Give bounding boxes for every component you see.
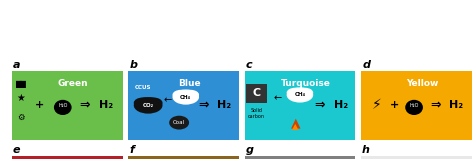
Text: g: g	[246, 145, 254, 155]
FancyBboxPatch shape	[245, 156, 356, 159]
Text: e: e	[13, 145, 20, 155]
Text: ⇒: ⇒	[198, 99, 209, 112]
Text: ⚡: ⚡	[372, 98, 381, 112]
Text: ⚙: ⚙	[17, 113, 25, 122]
FancyBboxPatch shape	[12, 71, 122, 140]
Text: CCUS: CCUS	[134, 85, 151, 90]
Text: ⇒: ⇒	[80, 99, 90, 112]
FancyBboxPatch shape	[245, 71, 356, 140]
Text: H₂: H₂	[218, 100, 232, 110]
Text: h: h	[362, 145, 370, 155]
Text: +: +	[35, 100, 44, 110]
Text: a: a	[13, 60, 20, 70]
Ellipse shape	[287, 88, 304, 98]
Text: ██: ██	[15, 81, 26, 88]
Ellipse shape	[54, 100, 72, 115]
Text: c: c	[246, 60, 252, 70]
Text: Solid
carbon: Solid carbon	[248, 108, 264, 119]
Text: Blue: Blue	[178, 79, 201, 88]
Text: H₂: H₂	[449, 100, 463, 110]
Text: +: +	[390, 100, 399, 110]
Ellipse shape	[134, 97, 163, 114]
Text: ★: ★	[16, 93, 25, 103]
Ellipse shape	[169, 116, 189, 130]
Text: H₂O: H₂O	[58, 103, 67, 108]
Text: Coal: Coal	[173, 120, 185, 125]
Text: ⇒: ⇒	[430, 99, 440, 112]
Text: CH₄: CH₄	[294, 93, 305, 97]
Ellipse shape	[173, 89, 199, 105]
FancyBboxPatch shape	[361, 156, 472, 159]
Text: ▲: ▲	[292, 122, 299, 131]
Ellipse shape	[182, 90, 199, 100]
Text: H₂O: H₂O	[410, 103, 419, 108]
Text: Turquoise: Turquoise	[281, 79, 330, 88]
Text: ←: ←	[273, 93, 282, 103]
Text: CH₄: CH₄	[180, 95, 191, 100]
Text: b: b	[129, 60, 137, 70]
Text: Green: Green	[57, 79, 88, 88]
Text: H₂: H₂	[99, 100, 113, 110]
Ellipse shape	[144, 97, 163, 108]
Text: d: d	[362, 60, 370, 70]
Ellipse shape	[405, 100, 423, 115]
Text: CO₂: CO₂	[143, 103, 154, 108]
FancyBboxPatch shape	[12, 156, 122, 159]
Text: H₂: H₂	[334, 100, 348, 110]
Text: C: C	[252, 88, 260, 98]
FancyBboxPatch shape	[128, 156, 239, 159]
Text: ←: ←	[164, 96, 172, 105]
FancyBboxPatch shape	[128, 71, 239, 140]
Ellipse shape	[287, 87, 313, 103]
Text: f: f	[129, 145, 134, 155]
Text: ▲: ▲	[291, 117, 301, 130]
Text: Yellow: Yellow	[406, 79, 438, 88]
Ellipse shape	[173, 90, 190, 100]
Ellipse shape	[296, 88, 313, 98]
Text: ⇒: ⇒	[315, 99, 325, 112]
Ellipse shape	[134, 97, 153, 108]
FancyBboxPatch shape	[246, 84, 267, 103]
FancyBboxPatch shape	[361, 71, 472, 140]
